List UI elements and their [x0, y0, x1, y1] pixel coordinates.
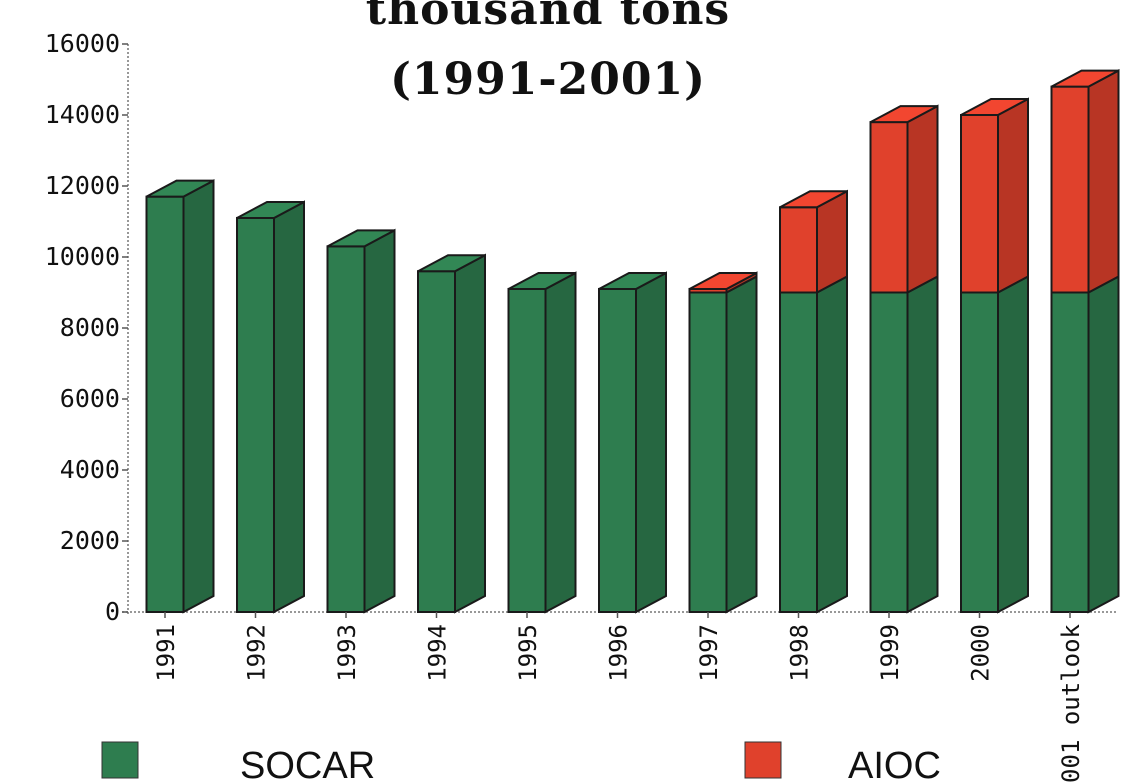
y-tick-label: 16000	[45, 29, 120, 58]
bar-top-socar	[146, 179, 214, 198]
bar-stack	[779, 189, 848, 614]
x-tick-label: 1995	[514, 624, 542, 682]
bar-side-aioc	[997, 97, 1029, 295]
bar-stack	[960, 97, 1029, 614]
bar-side-socar	[454, 253, 486, 614]
legend-swatch-aioc	[744, 741, 782, 779]
y-tick-label: 2000	[60, 526, 120, 555]
bar-top-aioc	[1051, 69, 1119, 88]
bar-stack	[326, 228, 396, 614]
bar-side-socar	[635, 271, 667, 614]
bar-segment-socar	[688, 291, 728, 613]
legend-swatch-socar	[101, 741, 139, 779]
y-tick-label: 14000	[45, 100, 120, 129]
bar-segment-socar	[960, 291, 999, 613]
bar-top-aioc	[960, 98, 1029, 116]
x-tick-label: 1993	[333, 624, 361, 682]
bar-segment-socar	[1050, 291, 1090, 613]
bar-segment-socar	[236, 216, 275, 613]
chart-title-line-2: (1991-2001)	[390, 54, 706, 105]
bar-segment-socar	[507, 287, 547, 613]
bar-segment-socar	[869, 291, 909, 613]
bar-side-socar	[182, 178, 215, 614]
bar-side-socar	[1087, 274, 1120, 614]
bar-stack	[417, 253, 486, 614]
x-tick-label: 1996	[605, 624, 633, 682]
axes: 0 2000 4000 6000 8000 10000 12000 14000 16000	[45, 29, 1118, 626]
bars-group	[145, 68, 1120, 614]
bar-stack	[1050, 68, 1120, 614]
y-tick-label: 6000	[60, 384, 120, 413]
bar-top-socar	[598, 271, 667, 290]
bar-side-aioc	[1087, 68, 1120, 295]
bar-stack	[688, 271, 758, 614]
chart-title-line-1: thousand tons	[366, 0, 730, 35]
bar-stack	[869, 104, 939, 614]
bar-segment-socar	[779, 291, 818, 613]
bar-top-socar	[327, 229, 395, 248]
x-tick-label: 1998	[786, 624, 814, 682]
bar-side-socar	[363, 228, 396, 614]
x-tick-label: 1992	[243, 624, 271, 682]
bar-stack	[145, 178, 215, 614]
bar-segment-socar	[326, 245, 366, 613]
bar-top-socar	[417, 254, 486, 273]
bar-side-socar	[544, 271, 577, 614]
y-tick-label: 12000	[45, 171, 120, 200]
bar-segment-aioc	[869, 121, 909, 294]
bar-side-socar	[725, 274, 758, 614]
x-tick-label: 2000	[967, 624, 995, 682]
legend: SOCAR AIOC	[101, 741, 941, 783]
bar-side-socar	[816, 274, 848, 614]
bar-side-socar	[906, 274, 939, 614]
bar-side-socar	[273, 200, 305, 614]
bar-top-aioc	[689, 271, 757, 290]
bar-side-aioc	[816, 189, 848, 295]
bar-segment-socar	[598, 287, 637, 613]
bar-side-socar	[997, 274, 1029, 614]
y-tick-label: 0	[105, 597, 120, 626]
y-tick-label: 4000	[60, 455, 120, 484]
x-tick-labels: 1991 1992 1993 1994 1995 1996 1997 1998 1999 2000…	[152, 612, 1085, 783]
x-tick-label: 1997	[695, 624, 723, 682]
bar-segment-aioc	[1050, 85, 1090, 294]
x-tick-label: 1991	[152, 624, 180, 682]
bar-stack	[598, 271, 667, 614]
bar-segment-aioc	[960, 114, 999, 294]
bar-side-aioc	[906, 104, 939, 295]
bar-stack	[236, 200, 305, 614]
bar-top-aioc	[779, 190, 848, 209]
bar-top-socar	[236, 200, 305, 219]
x-tick-label: 2001 outlook	[1057, 623, 1085, 783]
bar-segment-socar	[417, 270, 456, 613]
y-tick-label: 8000	[60, 313, 120, 342]
bar-stack	[507, 271, 577, 614]
y-tick-label: 10000	[45, 242, 120, 271]
bar-top-aioc	[870, 105, 938, 124]
legend-label-aioc: AIOC	[848, 745, 941, 783]
x-tick-label: 1999	[876, 624, 904, 682]
bar-segment-socar	[145, 195, 185, 613]
legend-label-socar: SOCAR	[240, 745, 375, 783]
bar-segment-aioc	[779, 206, 818, 294]
x-tick-label: 1994	[424, 624, 452, 682]
bar-top-socar	[508, 271, 576, 290]
